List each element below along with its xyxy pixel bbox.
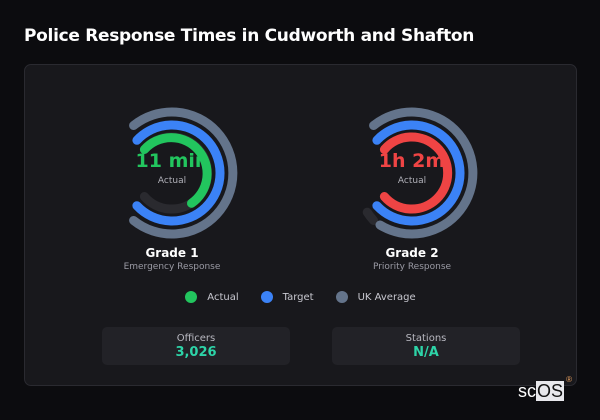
legend-item-actual: Actual	[185, 291, 239, 303]
gauge-name: Grade 2	[385, 246, 439, 260]
gauge-value: 11 min	[135, 150, 209, 172]
legend-label: Actual	[207, 291, 239, 303]
legend-dot-icon	[260, 291, 273, 303]
stat-value: N/A	[413, 345, 439, 360]
legend-label: UK Average	[357, 291, 416, 303]
legend-item-uk-average: UK Average	[335, 291, 416, 303]
page-title: Police Response Times in Cudworth and Sh…	[24, 26, 475, 46]
brand-text: sc	[518, 381, 536, 401]
gauge-sublabel: Actual	[397, 176, 427, 186]
gauge-value: 1h 2m	[378, 150, 446, 172]
gauge-grade-2: 1h 2m Actual Grade 2 Priority Response	[342, 103, 482, 272]
brand-logo: scOS ®	[518, 375, 572, 402]
gauge-grade-1: 11 min Actual Grade 1 Emergency Response	[102, 103, 242, 272]
stat-stations: Stations N/A	[332, 327, 520, 365]
gauge-description: Priority Response	[372, 262, 452, 272]
radial-gauge-chart	[129, 107, 238, 239]
stat-officers: Officers 3,026	[102, 327, 290, 365]
legend-dot-icon	[185, 291, 198, 303]
brand-text-highlight: OS	[536, 381, 565, 401]
legend-label: Target	[282, 291, 314, 303]
stat-value: 3,026	[175, 345, 217, 360]
stat-label: Stations	[405, 333, 447, 344]
legend-item-target: Target	[260, 291, 314, 303]
gauge-name: Grade 1	[145, 246, 199, 260]
registered-mark: ®	[566, 375, 573, 384]
legend-dot-icon	[335, 291, 348, 303]
legend: Actual Target UK Average	[25, 291, 576, 303]
stat-label: Officers	[176, 333, 216, 344]
radial-gauge-chart	[362, 107, 478, 239]
gauge-sublabel: Actual	[157, 176, 187, 186]
gauge-description: Emergency Response	[123, 262, 221, 272]
response-times-card: 11 min Actual Grade 1 Emergency Response…	[24, 64, 577, 386]
